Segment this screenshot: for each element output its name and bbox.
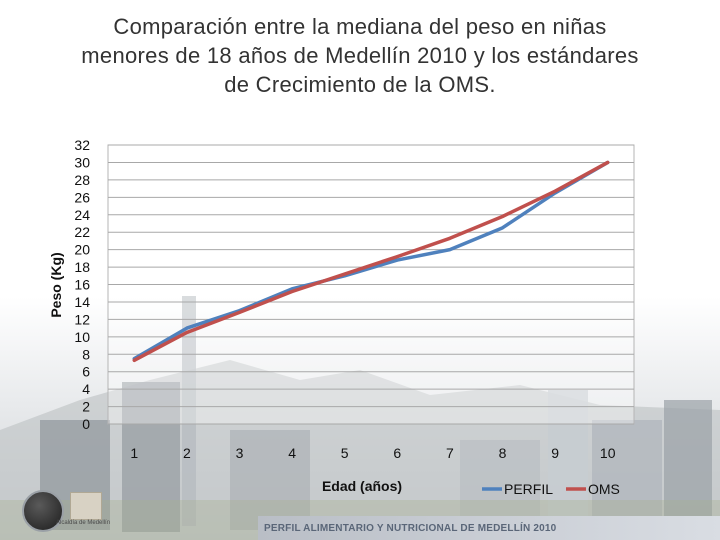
obra-logo-icon [22, 490, 64, 532]
legend-label-perfil: PERFIL [504, 481, 553, 497]
x-tick-label: 4 [288, 445, 296, 461]
x-axis-ticks: 1 2 3 4 5 6 7 8 9 10 [130, 445, 615, 461]
logo: Alcaldía de Medellín [8, 488, 128, 532]
title-line-3: de Crecimiento de la OMS. [224, 72, 496, 97]
data-point-oms [606, 160, 610, 164]
page-title: Comparación entre la mediana del peso en… [20, 12, 700, 99]
data-point-oms [185, 330, 189, 334]
data-point-oms [343, 272, 347, 276]
data-point-perfil [501, 226, 504, 230]
x-tick-label: 5 [341, 445, 349, 461]
x-tick-label: 2 [183, 445, 191, 461]
y-tick-label: 20 [74, 242, 90, 258]
y-tick-label: 14 [74, 294, 90, 310]
y-tick-label: 30 [74, 154, 90, 170]
coat-of-arms-icon [70, 492, 102, 520]
footer-band: PERFIL ALIMENTARIO Y NUTRICIONAL DE MEDE… [258, 516, 720, 540]
x-tick-label: 9 [551, 445, 559, 461]
data-point-oms [448, 236, 452, 240]
data-point-perfil [185, 326, 189, 330]
legend-label-oms: OMS [588, 481, 620, 497]
title-line-1: Comparación entre la mediana del peso en… [113, 14, 607, 39]
data-point-perfil [395, 258, 399, 262]
data-point-perfil [448, 248, 452, 252]
y-tick-label: 26 [74, 189, 90, 205]
series-line-oms [132, 160, 610, 363]
legend: PERFIL OMS [482, 481, 620, 497]
data-point-oms [132, 358, 136, 362]
x-tick-label: 7 [446, 445, 454, 461]
data-point-oms [290, 289, 294, 293]
footer-text: PERFIL ALIMENTARIO Y NUTRICIONAL DE MEDE… [264, 522, 557, 534]
logo-caption: Alcaldía de Medellín [56, 520, 111, 526]
data-point-oms [553, 189, 557, 193]
x-axis-label: Edad (años) [322, 478, 402, 494]
x-tick-label: 6 [393, 445, 401, 461]
y-tick-label: 12 [74, 311, 90, 327]
y-tick-label: 18 [74, 259, 90, 275]
data-point-oms [238, 310, 241, 314]
x-tick-label: 8 [499, 445, 507, 461]
y-tick-label: 10 [74, 329, 90, 345]
y-tick-label: 28 [74, 172, 90, 188]
y-tick-label: 24 [74, 207, 90, 223]
data-point-oms [501, 214, 504, 218]
series-lines [132, 160, 610, 363]
x-tick-label: 3 [236, 445, 244, 461]
y-tick-label: 16 [74, 277, 90, 293]
y-tick-label: 22 [74, 224, 90, 240]
y-tick-label: 6 [82, 364, 90, 380]
y-tick-label: 0 [82, 416, 90, 432]
x-tick-label: 10 [600, 445, 616, 461]
grid-lines [107, 144, 635, 425]
y-tick-label: 32 [74, 137, 90, 153]
y-tick-label: 8 [82, 346, 90, 362]
x-tick-label: 1 [130, 445, 138, 461]
y-tick-label: 2 [82, 399, 90, 415]
title-line-2: menores de 18 años de Medellín 2010 y lo… [81, 43, 639, 68]
series-line-perfil [132, 160, 610, 361]
y-axis-label: Peso (Kg) [48, 252, 64, 317]
y-tick-label: 4 [82, 381, 90, 397]
data-point-oms [395, 255, 399, 259]
